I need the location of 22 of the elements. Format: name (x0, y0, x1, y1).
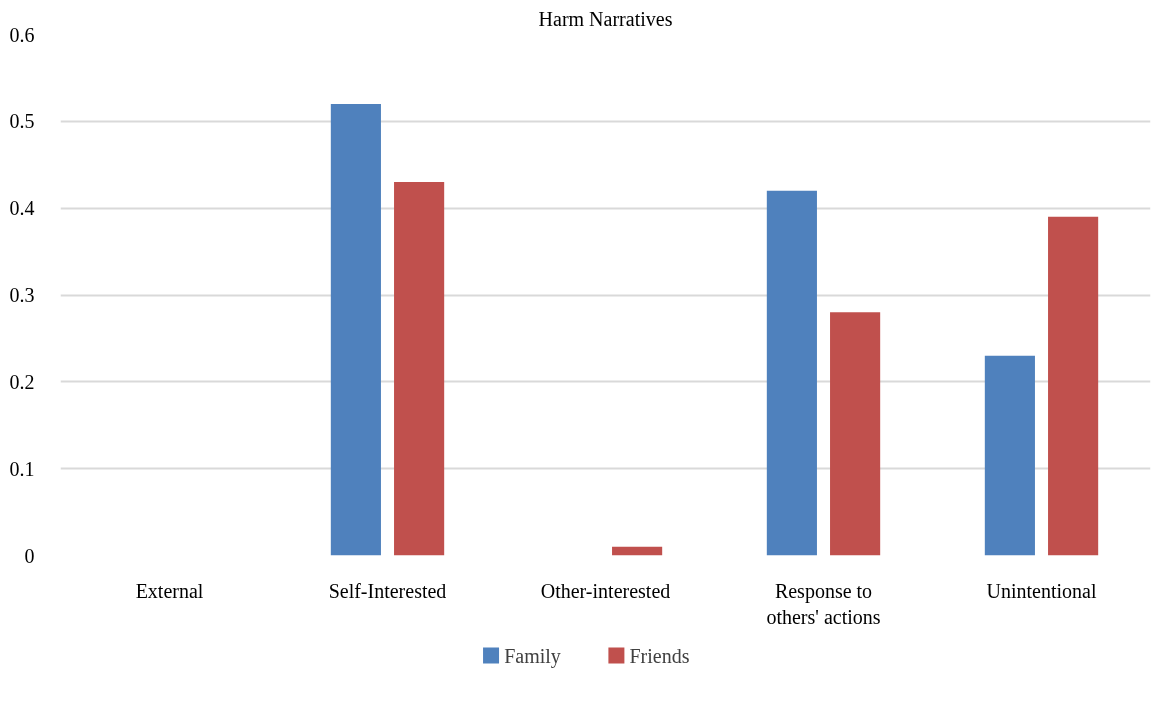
x-tick-label: Response to others' actions (766, 579, 881, 628)
y-tick-label: 0 (24, 544, 35, 567)
chart-title: Harm Narratives (538, 7, 673, 30)
x-tick-label: Self-Interested (328, 579, 447, 602)
bar (1048, 216, 1099, 556)
bar (830, 312, 881, 556)
x-tick-label: Unintentional (986, 579, 1097, 602)
legend-label: Family (504, 644, 561, 668)
y-tick-label: 0.4 (9, 197, 35, 220)
y-tick-label: 0.3 (9, 284, 35, 306)
y-tick-label: 0.6 (9, 23, 35, 46)
bar (330, 103, 381, 556)
y-tick-label: 0.5 (9, 110, 35, 133)
x-tick-label: External (135, 579, 204, 602)
bar (394, 182, 445, 556)
bar (766, 190, 817, 556)
y-tick-label: 0.1 (9, 457, 35, 480)
legend-label: Friends (629, 644, 690, 667)
y-tick-label: 0.2 (9, 370, 35, 393)
bar (984, 355, 1035, 556)
bar (612, 546, 663, 556)
x-tick-label: Other-interested (540, 579, 671, 602)
